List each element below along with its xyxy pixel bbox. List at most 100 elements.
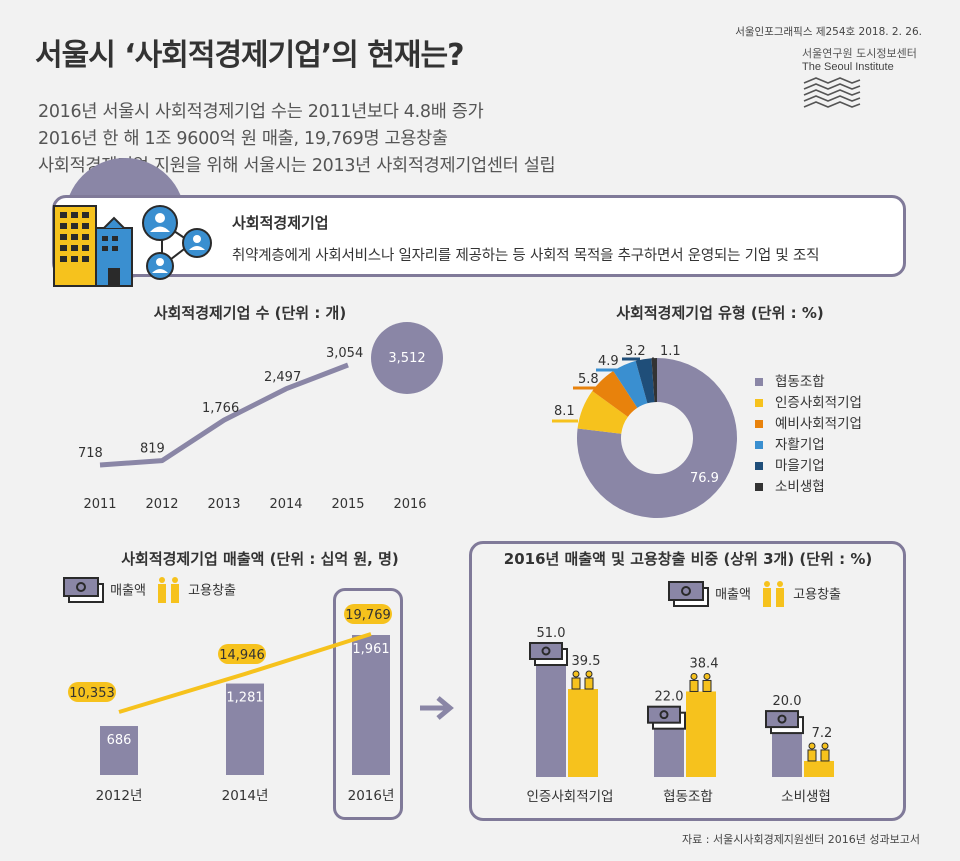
legend-swatch — [755, 399, 763, 407]
jobs-pill — [344, 604, 392, 624]
x-tick-label: 인증사회적기업 — [527, 789, 614, 805]
sales-bar — [352, 635, 390, 775]
x-tick-label: 2016 — [393, 497, 426, 512]
sales-bar — [536, 665, 566, 777]
jobs-label: 7.2 — [812, 726, 833, 741]
x-tick-label: 2016년 — [348, 788, 395, 804]
slice-label: 3.2 — [625, 344, 646, 359]
chart1-title: 사회적경제기업 수 (단위 : 개) — [153, 304, 347, 322]
people-icon — [807, 742, 830, 762]
definition-text: 취약계층에게 사회서비스나 일자리를 제공하는 등 사회적 목적을 추구하면서 … — [232, 248, 820, 264]
legend-item: 마을기업 — [755, 456, 862, 477]
legend-jobs-label: 고용창출 — [793, 587, 842, 603]
data-label: 718 — [78, 446, 103, 461]
sales-bar — [100, 726, 138, 775]
legend-item: 협동조합 — [755, 372, 862, 393]
subtitle-3: 사회적경제기업 지원을 위해 서울시는 2013년 사회적경제기업센터 설립 — [38, 156, 556, 176]
sales-label: 51.0 — [537, 626, 566, 641]
legend-label: 마을기업 — [775, 458, 825, 474]
legend-jobs-label: 고용창출 — [188, 583, 237, 599]
jobs-pill — [218, 643, 266, 664]
people-icon — [763, 581, 785, 607]
legend-item: 인증사회적기업 — [755, 393, 862, 414]
subtitle-1: 2016년 서울시 사회적경제기업 수는 2011년보다 4.8배 증가 — [38, 102, 484, 122]
jobs-label: 14,946 — [219, 648, 265, 663]
data-label: 819 — [140, 442, 165, 457]
x-tick-label: 2013 — [207, 497, 240, 512]
data-label: 3,054 — [326, 346, 363, 361]
legend-label: 예비사회적기업 — [775, 416, 862, 432]
source-note: 자료 : 서울시사회경제지원센터 2016년 성과보고서 — [682, 833, 920, 846]
slice-label: 4.9 — [598, 354, 619, 369]
chart3-legend: 매출액 고용창출 — [63, 576, 236, 604]
legend-label: 인증사회적기업 — [775, 395, 862, 411]
slice-label: 1.1 — [660, 344, 681, 359]
point-2016-bubble — [371, 322, 443, 394]
chart4-bars: 51.0 39.5 인증사회적기업 22.0 38.4 협동조합 20.0 7.2 소비생협 — [527, 626, 834, 805]
legend-swatch — [755, 378, 763, 386]
jobs-pill — [68, 682, 116, 702]
sales-bar — [654, 728, 684, 777]
org-logo-icon — [803, 77, 861, 108]
x-tick-label: 협동조합 — [663, 789, 713, 805]
sales-label: 686 — [107, 733, 132, 748]
definition-title: 사회적경제기업 — [232, 214, 329, 232]
people-icon — [689, 672, 712, 692]
slice — [635, 358, 655, 404]
x-tick-label: 2015 — [331, 497, 364, 512]
legend-item: 예비사회적기업 — [755, 414, 862, 435]
highlight-2016-box — [333, 588, 403, 820]
money-icon — [63, 577, 104, 603]
org-block: 서울연구원 도시정보센터 The Seoul Institute — [802, 45, 932, 114]
x-tick-label: 2012 — [145, 497, 178, 512]
chart3-title: 사회적경제기업 매출액 (단위 : 십억 원, 명) — [121, 550, 399, 568]
slice — [577, 390, 628, 434]
slice — [592, 370, 638, 417]
x-tick-label: 2011 — [83, 497, 116, 512]
legend-item: 소비생협 — [755, 477, 862, 498]
slice-label: 76.9 — [690, 471, 719, 486]
org-name-en: The Seoul Institute — [802, 61, 894, 73]
chart1-line: 718 819 1,766 2,497 3,054 3,512 2011 2012 2013 20… — [78, 322, 443, 512]
legend-swatch — [755, 462, 763, 470]
slice-label: 8.1 — [554, 404, 575, 419]
sales-label: 20.0 — [773, 694, 802, 709]
sales-label: 22.0 — [655, 690, 684, 705]
jobs-label: 39.5 — [572, 654, 601, 669]
chart3-bars: 686 1,281 1,961 10,353 14,946 19,769 2012년 2014… — [68, 604, 395, 804]
chart4-title: 2016년 매출액 및 고용창출 비중 (상위 3개) (단위 : %) — [503, 550, 873, 568]
people-icon — [571, 670, 594, 690]
data-label: 1,766 — [202, 401, 239, 416]
x-tick-label: 2012년 — [96, 788, 143, 804]
chart2-donut: 76.9 8.1 5.8 4.9 3.2 1.1 — [552, 344, 737, 518]
top3-box — [469, 541, 906, 821]
legend-item: 자활기업 — [755, 435, 862, 456]
legend-sales-label: 매출액 — [110, 583, 146, 599]
legend-swatch — [755, 420, 763, 428]
data-label: 3,512 — [388, 351, 425, 366]
sales-label: 1,961 — [352, 642, 389, 657]
legend-label: 협동조합 — [775, 374, 825, 390]
legend-swatch — [755, 483, 763, 491]
org-name-kr: 서울연구원 도시정보센터 — [802, 47, 917, 60]
chart2-title: 사회적경제기업 유형 (단위 : %) — [616, 304, 824, 322]
sales-label: 1,281 — [226, 691, 263, 706]
slice — [577, 358, 737, 518]
money-icon — [668, 581, 709, 607]
jobs-bar — [568, 689, 598, 777]
jobs-label: 38.4 — [690, 656, 719, 671]
legend-swatch — [755, 441, 763, 449]
data-label: 2,497 — [264, 370, 301, 385]
jobs-label: 19,769 — [345, 608, 391, 623]
x-tick-label: 소비생협 — [781, 789, 831, 805]
jobs-bar — [686, 691, 716, 777]
arrow-right-icon — [420, 696, 454, 720]
legend-label: 자활기업 — [775, 437, 825, 453]
sales-bar — [772, 733, 802, 777]
page-title: 서울시 ‘사회적경제기업’의 현재는? — [35, 38, 464, 73]
money-icon — [765, 710, 804, 735]
money-icon — [529, 642, 568, 666]
building-network-icon — [53, 205, 212, 287]
jobs-line — [118, 632, 372, 714]
